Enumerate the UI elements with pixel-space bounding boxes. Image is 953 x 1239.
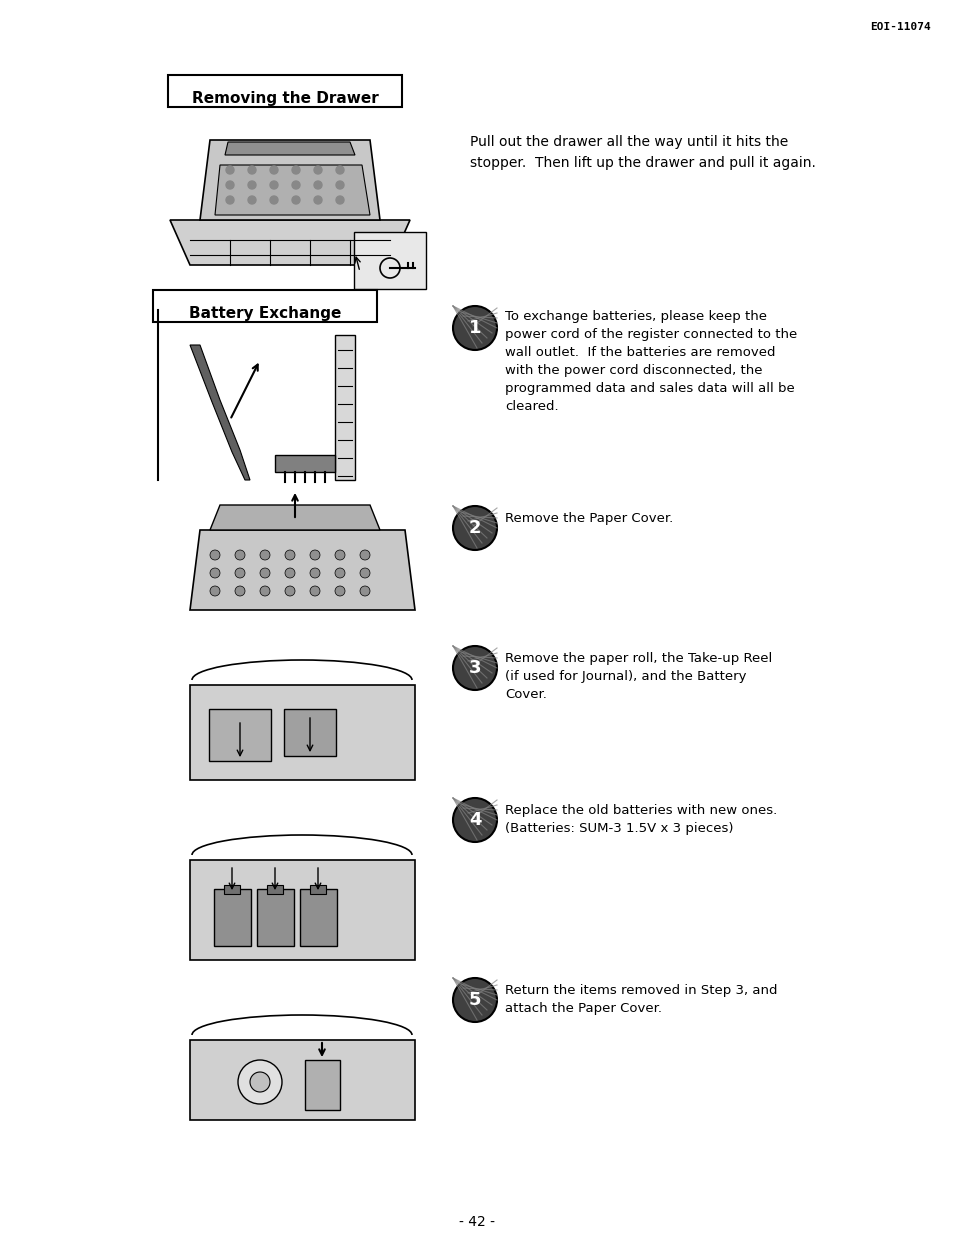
Circle shape <box>314 181 322 190</box>
Text: To exchange batteries, please keep the
power cord of the register connected to t: To exchange batteries, please keep the p… <box>504 310 797 413</box>
Polygon shape <box>190 530 415 610</box>
Polygon shape <box>170 221 410 265</box>
FancyBboxPatch shape <box>310 885 326 893</box>
Circle shape <box>292 196 299 204</box>
Circle shape <box>234 567 245 579</box>
Polygon shape <box>190 860 415 960</box>
FancyBboxPatch shape <box>209 709 271 761</box>
Circle shape <box>210 550 220 560</box>
FancyBboxPatch shape <box>213 890 251 947</box>
FancyBboxPatch shape <box>256 890 294 947</box>
Circle shape <box>270 196 277 204</box>
Circle shape <box>453 798 497 843</box>
Circle shape <box>285 550 294 560</box>
Circle shape <box>359 567 370 579</box>
Circle shape <box>310 586 319 596</box>
Circle shape <box>285 567 294 579</box>
Circle shape <box>359 550 370 560</box>
Circle shape <box>210 586 220 596</box>
Circle shape <box>335 586 345 596</box>
Polygon shape <box>305 1061 339 1110</box>
Text: EOI-11074: EOI-11074 <box>869 22 930 32</box>
Text: Removing the Drawer: Removing the Drawer <box>192 90 378 107</box>
Text: 1: 1 <box>468 318 480 337</box>
Circle shape <box>248 181 255 190</box>
Text: - 42 -: - 42 - <box>458 1215 495 1229</box>
Text: 2: 2 <box>468 519 480 536</box>
Circle shape <box>270 181 277 190</box>
Circle shape <box>248 196 255 204</box>
Circle shape <box>335 181 344 190</box>
Circle shape <box>260 586 270 596</box>
Circle shape <box>453 506 497 550</box>
FancyBboxPatch shape <box>299 890 336 947</box>
Circle shape <box>226 196 233 204</box>
Circle shape <box>310 550 319 560</box>
FancyBboxPatch shape <box>168 76 401 107</box>
Circle shape <box>285 586 294 596</box>
Circle shape <box>292 181 299 190</box>
Circle shape <box>226 166 233 173</box>
Circle shape <box>335 166 344 173</box>
Text: Return the items removed in Step 3, and
attach the Paper Cover.: Return the items removed in Step 3, and … <box>504 984 777 1015</box>
Polygon shape <box>190 685 415 781</box>
Polygon shape <box>335 335 355 479</box>
FancyBboxPatch shape <box>284 709 335 756</box>
FancyBboxPatch shape <box>152 290 376 322</box>
Circle shape <box>335 567 345 579</box>
Polygon shape <box>225 142 355 155</box>
Text: 4: 4 <box>468 812 480 829</box>
Text: Remove the paper roll, the Take-up Reel
(if used for Journal), and the Battery
C: Remove the paper roll, the Take-up Reel … <box>504 652 771 701</box>
Text: Pull out the drawer all the way until it hits the
stopper.  Then lift up the dra: Pull out the drawer all the way until it… <box>470 135 815 170</box>
Circle shape <box>310 567 319 579</box>
Circle shape <box>210 567 220 579</box>
Circle shape <box>335 550 345 560</box>
Circle shape <box>226 181 233 190</box>
Circle shape <box>359 586 370 596</box>
FancyBboxPatch shape <box>354 232 426 289</box>
Circle shape <box>335 196 344 204</box>
Text: Battery Exchange: Battery Exchange <box>189 306 341 321</box>
Circle shape <box>237 1061 282 1104</box>
Text: Replace the old batteries with new ones.
(Batteries: SUM-3 1.5V x 3 pieces): Replace the old batteries with new ones.… <box>504 804 777 835</box>
Polygon shape <box>200 140 379 221</box>
Polygon shape <box>214 165 370 216</box>
Text: 3: 3 <box>468 659 480 676</box>
Circle shape <box>234 586 245 596</box>
Circle shape <box>314 196 322 204</box>
Text: Remove the Paper Cover.: Remove the Paper Cover. <box>504 512 673 525</box>
Polygon shape <box>190 1040 415 1120</box>
FancyBboxPatch shape <box>267 885 283 893</box>
Polygon shape <box>210 506 379 530</box>
Circle shape <box>270 166 277 173</box>
Circle shape <box>250 1072 270 1092</box>
Circle shape <box>248 166 255 173</box>
Circle shape <box>260 567 270 579</box>
Polygon shape <box>274 455 335 472</box>
Polygon shape <box>190 344 250 479</box>
FancyBboxPatch shape <box>224 885 240 893</box>
Circle shape <box>453 306 497 349</box>
Circle shape <box>260 550 270 560</box>
Circle shape <box>453 978 497 1022</box>
Text: 5: 5 <box>468 991 480 1009</box>
Circle shape <box>292 166 299 173</box>
Circle shape <box>314 166 322 173</box>
Circle shape <box>453 646 497 690</box>
Circle shape <box>234 550 245 560</box>
